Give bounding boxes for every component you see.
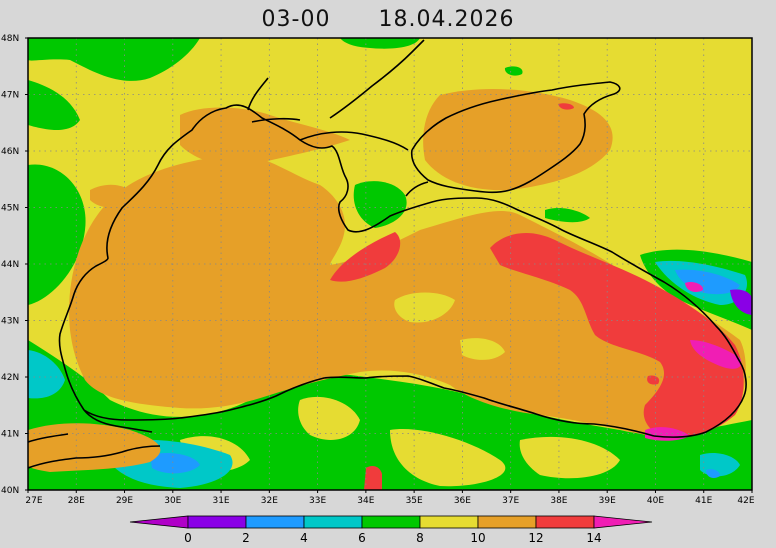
coast-azov [410, 81, 621, 194]
colorbar-label: 2 [242, 531, 250, 545]
coast-marmara [28, 433, 161, 469]
title-time: 03-00 [261, 6, 331, 32]
longitude-axis: 27E 28E 29E 30E 31E 32E 33E 34E 35E 36E 37E 38E 39E 4… [25, 490, 755, 506]
field-blue-s [150, 453, 200, 474]
coast-black-sea-west [58, 257, 109, 411]
field-red-azov [558, 103, 574, 110]
coast-river-north [247, 39, 425, 123]
field-green-north [28, 38, 200, 81]
lon-label: 32E [261, 496, 278, 506]
field-cyan-sw [28, 350, 65, 399]
colorbar-segment [535, 515, 595, 529]
coast-black-sea-south [83, 375, 655, 437]
field-magenta-east [690, 340, 742, 369]
field-blue-e [675, 269, 740, 295]
colorbar-label: 8 [416, 531, 424, 545]
lon-label: 27E [25, 496, 42, 506]
lon-label: 39E [599, 496, 616, 506]
colorbar-label: 14 [586, 531, 601, 545]
grid [28, 38, 752, 490]
lon-label: 35E [406, 496, 423, 506]
field-yellow-south2 [390, 429, 506, 487]
map-title: 03-00 18.04.2026 [0, 4, 776, 34]
lon-label: 29E [116, 496, 133, 506]
lat-label: 48N [1, 34, 19, 44]
lat-label: 47N [1, 91, 19, 101]
field-red-east [490, 233, 744, 439]
lat-label: 46N [1, 147, 19, 157]
coast-crimea [299, 131, 409, 151]
field-green-west [28, 80, 80, 130]
latitude-axis: 48N 47N 46N 45N 44N 43N 42N 41N 40N [1, 34, 28, 496]
lon-label: 31E [212, 496, 229, 506]
lat-label: 42N [1, 373, 19, 383]
colorbar-label: 10 [470, 531, 485, 545]
colorbar-segment [303, 515, 363, 529]
colorbar-under-triangle [129, 515, 189, 529]
colorbar-label: 4 [300, 531, 308, 545]
field-blue-se [706, 469, 720, 478]
field-red-south [364, 466, 382, 490]
lat-label: 43N [1, 317, 19, 327]
lon-label: 40E [647, 496, 664, 506]
colorbar-segment [187, 515, 247, 529]
colorbar: 0 2 4 6 8 10 12 14 [129, 515, 653, 545]
lon-label: 36E [454, 496, 471, 506]
field-green-east [545, 207, 590, 223]
field-orange-north-sea [180, 107, 350, 166]
lat-label: 45N [1, 204, 19, 214]
lon-label: 28E [68, 496, 85, 506]
field-magenta-dot [685, 281, 704, 292]
field-yellow-south3 [519, 436, 620, 479]
field-yellow-sea-centre2 [460, 338, 505, 360]
coast-bosporus [83, 409, 153, 433]
lat-label: 40N [1, 486, 19, 496]
lat-label: 41N [1, 430, 19, 440]
field-yellow-sea-centre [394, 292, 455, 323]
field-green-topmid [340, 38, 420, 49]
colorbar-over-triangle [593, 515, 653, 529]
colorbar-label: 6 [358, 531, 366, 545]
field-orange-azov [423, 88, 613, 191]
lon-label: 34E [357, 496, 374, 506]
field-layer [28, 38, 752, 490]
coast-black-sea-north [106, 104, 747, 438]
colorbar-segment [477, 515, 537, 529]
field-yellow-south1 [298, 396, 360, 440]
field-purple-e [730, 289, 752, 315]
lon-label: 38E [550, 496, 567, 506]
field-green-topright [504, 66, 523, 76]
colorbar-label: 0 [184, 531, 192, 545]
colorbar-segment [245, 515, 305, 529]
lat-label: 44N [1, 260, 19, 270]
field-red-se-dot [647, 375, 660, 385]
field-red-crimea-s [330, 232, 401, 282]
coastline [28, 39, 747, 469]
colorbar-label: 12 [528, 531, 543, 545]
lon-label: 30E [164, 496, 181, 506]
colorbar-segment [361, 515, 421, 529]
field-green-crimea [353, 181, 407, 228]
lon-label: 42E [737, 496, 754, 506]
lon-label: 37E [502, 496, 519, 506]
colorbar-segment [419, 515, 479, 529]
field-green-west2 [28, 164, 86, 305]
title-date: 18.04.2026 [378, 6, 515, 32]
lon-label: 33E [309, 496, 326, 506]
lon-label: 41E [695, 496, 712, 506]
coast-kerch [405, 181, 429, 197]
